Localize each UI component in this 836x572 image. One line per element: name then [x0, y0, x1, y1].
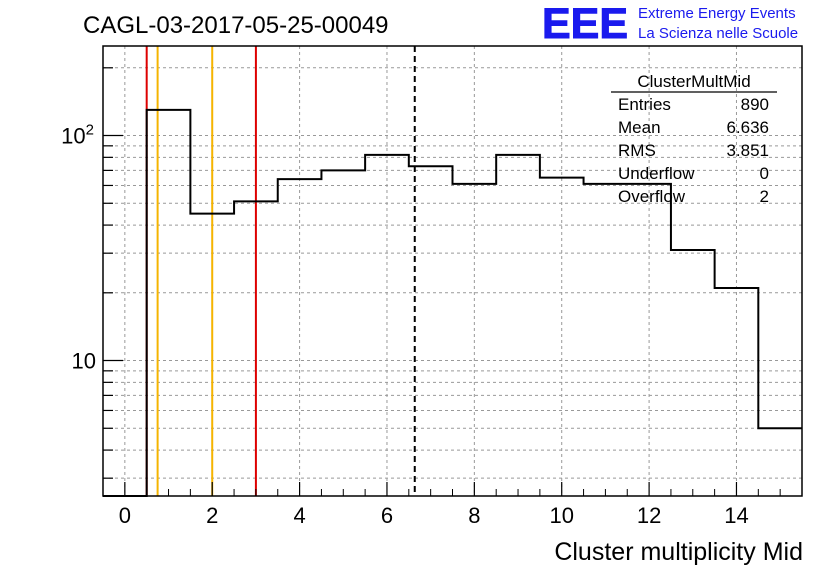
chart-title: CAGL-03-2017-05-25-00049	[83, 12, 389, 39]
x-tick-label: 0	[119, 503, 131, 528]
eee-logo: EEE Extreme Energy Events La Scienza nel…	[542, 0, 799, 49]
x-tick-label: 4	[293, 503, 305, 528]
y-tick-label: 102	[61, 122, 94, 149]
x-tick-label: 12	[637, 503, 661, 528]
histogram-line	[103, 108, 802, 497]
x-tick-label: 10	[549, 503, 573, 528]
stats-row-label: Mean	[618, 118, 661, 137]
x-tick-label: 2	[206, 503, 218, 528]
stats-row-value: 2	[760, 187, 769, 206]
grid-lines	[103, 46, 802, 496]
x-tick-label: 6	[381, 503, 393, 528]
stats-row-label: Underflow	[618, 164, 695, 183]
y-tick-label: 10	[72, 349, 96, 374]
eee-logo-line1: Extreme Energy Events	[638, 5, 796, 22]
x-tick-label: 14	[724, 503, 748, 528]
stats-box: ClusterMultMid Entries 890 Mean 6.636 RMS 3.8…	[611, 72, 777, 206]
stats-row-value: 890	[741, 95, 769, 114]
eee-logo-line2: La Scienza nelle Scuole	[638, 25, 798, 42]
stats-row-label: RMS	[618, 141, 656, 160]
stats-row-label: Overflow	[618, 187, 686, 206]
histogram-series	[103, 108, 802, 497]
stats-box-name: ClusterMultMid	[637, 72, 750, 91]
stats-row-label: Entries	[618, 95, 671, 114]
x-axis-title: Cluster multiplicity Mid	[554, 538, 803, 566]
stats-row-value: 6.636	[726, 118, 769, 137]
stats-row-value: 0	[760, 164, 769, 183]
x-tick-label: 8	[468, 503, 480, 528]
axes: 0 2 4 6 8 10 12 14 10 102	[61, 67, 803, 528]
eee-logo-mark: EEE	[542, 0, 628, 48]
stats-row-value: 3.851	[726, 141, 769, 160]
